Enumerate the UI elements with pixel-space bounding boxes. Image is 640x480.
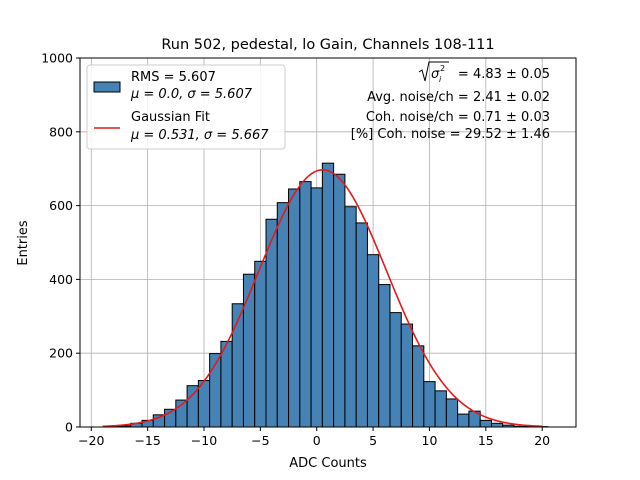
legend-hist-sigma: σ = 5.607 bbox=[187, 87, 252, 102]
histogram-bar bbox=[220, 340, 233, 428]
legend-fit-mu: μ = 0.531, bbox=[130, 128, 204, 143]
legend-hist-mu: μ = 0.0, bbox=[130, 87, 187, 102]
histogram-bar bbox=[344, 206, 357, 428]
y-tick-label: 800 bbox=[49, 124, 73, 139]
y-tick-label: 200 bbox=[49, 346, 73, 361]
y-tick-label: 0 bbox=[65, 420, 73, 435]
plot-frame bbox=[79, 57, 577, 428]
noise-annotations: σ i 2 = 4.83 ± 0.05 Avg. noise/ch = 2.41… bbox=[351, 61, 550, 142]
histogram-bar bbox=[457, 413, 470, 428]
legend-fit-line1: Gaussian Fit bbox=[131, 110, 210, 125]
y-tick-label: 600 bbox=[49, 198, 73, 213]
histogram-bar bbox=[434, 390, 447, 428]
legend-fit-line2: μ = 0.531, σ = 5.667 bbox=[130, 128, 269, 143]
histogram-bar bbox=[288, 188, 301, 428]
chart-title: Run 502, pedestal, lo Gain, Channels 108… bbox=[161, 37, 494, 53]
y-axis-ticks: 0 200 400 600 800 1000 bbox=[41, 51, 80, 435]
histogram-bar bbox=[333, 173, 346, 428]
histogram-bar bbox=[355, 222, 368, 428]
histogram-bar bbox=[254, 260, 267, 428]
x-tick-label: 15 bbox=[478, 433, 494, 448]
histogram-bar bbox=[490, 422, 504, 428]
legend: RMS = 5.607 μ = 0.0, σ = 5.607 Gaussian … bbox=[86, 64, 286, 150]
histogram-bar bbox=[378, 284, 391, 428]
coh-noise-text: Coh. noise/ch = 0.71 ± 0.03 bbox=[366, 110, 550, 125]
total-noise-value: = 4.83 ± 0.05 bbox=[458, 67, 550, 82]
x-tick-label: −20 bbox=[78, 433, 104, 448]
histogram-bar bbox=[389, 312, 402, 428]
histogram-bar bbox=[321, 162, 335, 428]
gaussian-fit-curve bbox=[102, 169, 543, 428]
legend-histogram-swatch bbox=[93, 81, 121, 93]
histogram-bar bbox=[445, 398, 459, 428]
x-tick-label: 20 bbox=[534, 433, 550, 448]
legend-box bbox=[86, 64, 286, 150]
x-tick-label: 5 bbox=[369, 433, 377, 448]
y-tick-label: 1000 bbox=[41, 51, 73, 66]
legend-fit-sigma: σ = 5.667 bbox=[204, 128, 269, 143]
histogram-bar bbox=[366, 254, 380, 428]
sqrt-symbol bbox=[418, 61, 449, 82]
x-axis-label: ADC Counts bbox=[289, 456, 367, 471]
histogram-bar bbox=[400, 323, 414, 428]
histogram-bar bbox=[412, 345, 425, 428]
sigma-symbol: σ bbox=[431, 67, 440, 82]
x-tick-label: −10 bbox=[191, 433, 217, 448]
histogram-bar bbox=[479, 419, 492, 428]
x-axis-ticks: −20 −15 −10 −5 0 5 10 15 20 bbox=[78, 427, 550, 448]
histogram-bar bbox=[310, 187, 323, 428]
pct-coh-noise-text: [%] Coh. noise = 29.52 ± 1.46 bbox=[351, 127, 550, 142]
avg-noise-text: Avg. noise/ch = 2.41 ± 0.02 bbox=[367, 90, 550, 105]
x-tick-label: −15 bbox=[134, 433, 160, 448]
x-tick-label: 0 bbox=[313, 433, 321, 448]
histogram-bar bbox=[299, 181, 312, 428]
legend-hist-line2: μ = 0.0, σ = 5.607 bbox=[130, 87, 253, 102]
x-tick-label: −5 bbox=[251, 433, 269, 448]
y-axis-label: Entries bbox=[16, 220, 31, 266]
histogram-bar bbox=[242, 273, 256, 428]
legend-hist-line1: RMS = 5.607 bbox=[131, 70, 216, 85]
histogram-bar bbox=[423, 381, 436, 428]
histogram-bar bbox=[186, 385, 199, 428]
histogram-bars bbox=[107, 162, 549, 428]
sigma-superscript-2: 2 bbox=[440, 64, 445, 73]
sigma-subscript-i: i bbox=[439, 75, 442, 84]
y-tick-label: 400 bbox=[49, 272, 73, 287]
total-noise-formula: σ i 2 bbox=[418, 61, 449, 84]
histogram-bar bbox=[276, 202, 290, 428]
x-tick-label: 10 bbox=[422, 433, 438, 448]
